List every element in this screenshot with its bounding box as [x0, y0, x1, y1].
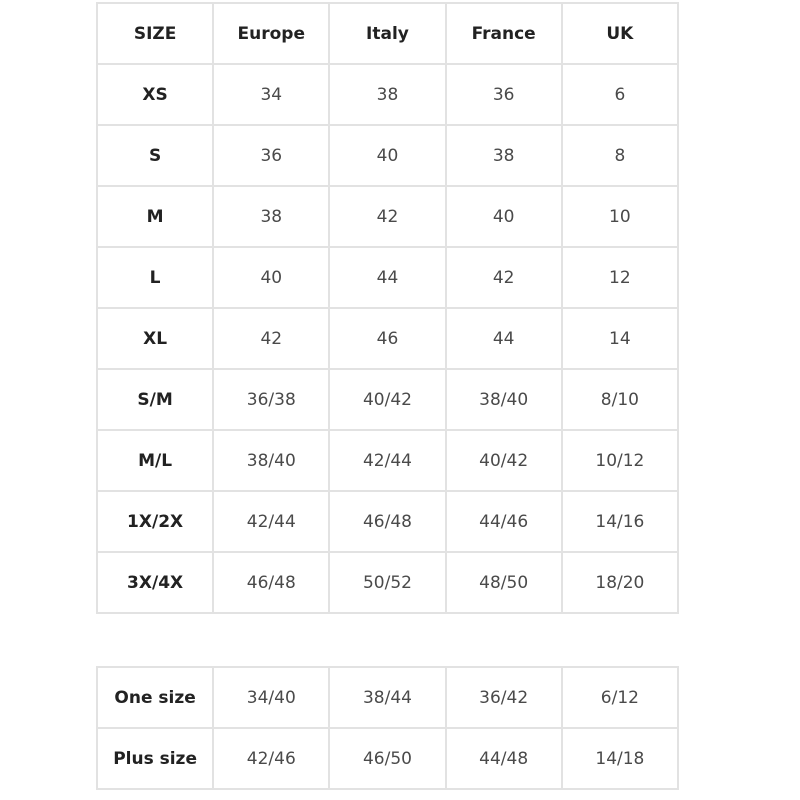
- table-cell: 40/42: [328, 368, 447, 431]
- table-cell: 36/42: [444, 666, 563, 729]
- table-row: L 40 44 42 12: [95, 246, 680, 309]
- table-row: 3X/4X 46/48 50/52 48/50 18/20: [95, 551, 680, 614]
- table-cell: 18/20: [560, 551, 680, 614]
- table-cell: 42: [212, 307, 331, 370]
- table-row: S 36 40 38 8: [95, 124, 680, 187]
- table-cell: 40/42: [444, 429, 563, 492]
- table-cell: 44: [328, 246, 447, 309]
- table-cell: 38: [212, 185, 331, 248]
- table-cell: 38/44: [328, 666, 447, 729]
- table-cell: 6: [560, 63, 680, 126]
- table-row: One size 34/40 38/44 36/42 6/12: [95, 666, 680, 729]
- table-cell: 46: [328, 307, 447, 370]
- row-header: One size: [95, 666, 215, 729]
- table-cell: 38: [328, 63, 447, 126]
- table-row: 1X/2X 42/44 46/48 44/46 14/16: [95, 490, 680, 553]
- column-header: Italy: [328, 2, 447, 65]
- row-header: 3X/4X: [95, 551, 215, 614]
- table-cell: 36/38: [212, 368, 331, 431]
- table-cell: 40: [328, 124, 447, 187]
- row-header: M/L: [95, 429, 215, 492]
- row-header: Plus size: [95, 727, 215, 790]
- table-cell: 38/40: [212, 429, 331, 492]
- table-cell: 40: [212, 246, 331, 309]
- column-header: Europe: [212, 2, 331, 65]
- table-cell: 12: [560, 246, 680, 309]
- table-cell: 36: [212, 124, 331, 187]
- row-header: M: [95, 185, 215, 248]
- row-header: L: [95, 246, 215, 309]
- table-row: XS 34 38 36 6: [95, 63, 680, 126]
- table-cell: 8/10: [560, 368, 680, 431]
- table-cell: 38: [444, 124, 563, 187]
- table-cell: 46/50: [328, 727, 447, 790]
- table-row: M 38 42 40 10: [95, 185, 680, 248]
- table-cell: 34/40: [212, 666, 331, 729]
- table-cell: 14: [560, 307, 680, 370]
- row-header: 1X/2X: [95, 490, 215, 553]
- size-conversion-table: SIZE Europe Italy France UK XS 34 38 36 6 S 36 40 38 8…: [95, 2, 680, 614]
- table-cell: 42/44: [212, 490, 331, 553]
- row-header: S/M: [95, 368, 215, 431]
- table-cell: 42: [328, 185, 447, 248]
- table-cell: 38/40: [444, 368, 563, 431]
- row-header: XS: [95, 63, 215, 126]
- table-cell: 40: [444, 185, 563, 248]
- table-row: M/L 38/40 42/44 40/42 10/12: [95, 429, 680, 492]
- table-cell: 14/16: [560, 490, 680, 553]
- header-row: SIZE Europe Italy France UK: [95, 2, 680, 65]
- column-header: SIZE: [95, 2, 215, 65]
- table-cell: 44: [444, 307, 563, 370]
- table-cell: 50/52: [328, 551, 447, 614]
- special-size-table: One size 34/40 38/44 36/42 6/12 Plus size 42/4…: [95, 666, 680, 790]
- table-cell: 46/48: [212, 551, 331, 614]
- table-row: Plus size 42/46 46/50 44/48 14/18: [95, 727, 680, 790]
- table-cell: 42/46: [212, 727, 331, 790]
- table-cell: 14/18: [560, 727, 680, 790]
- table-cell: 42: [444, 246, 563, 309]
- table-cell: 10/12: [560, 429, 680, 492]
- table-row: S/M 36/38 40/42 38/40 8/10: [95, 368, 680, 431]
- column-header: UK: [560, 2, 680, 65]
- table-cell: 46/48: [328, 490, 447, 553]
- table-cell: 44/46: [444, 490, 563, 553]
- table-cell: 6/12: [560, 666, 680, 729]
- table-cell: 8: [560, 124, 680, 187]
- table-cell: 36: [444, 63, 563, 126]
- table-cell: 42/44: [328, 429, 447, 492]
- table-cell: 34: [212, 63, 331, 126]
- row-header: XL: [95, 307, 215, 370]
- table-cell: 48/50: [444, 551, 563, 614]
- table-cell: 44/48: [444, 727, 563, 790]
- column-header: France: [444, 2, 563, 65]
- table-row: XL 42 46 44 14: [95, 307, 680, 370]
- table-cell: 10: [560, 185, 680, 248]
- row-header: S: [95, 124, 215, 187]
